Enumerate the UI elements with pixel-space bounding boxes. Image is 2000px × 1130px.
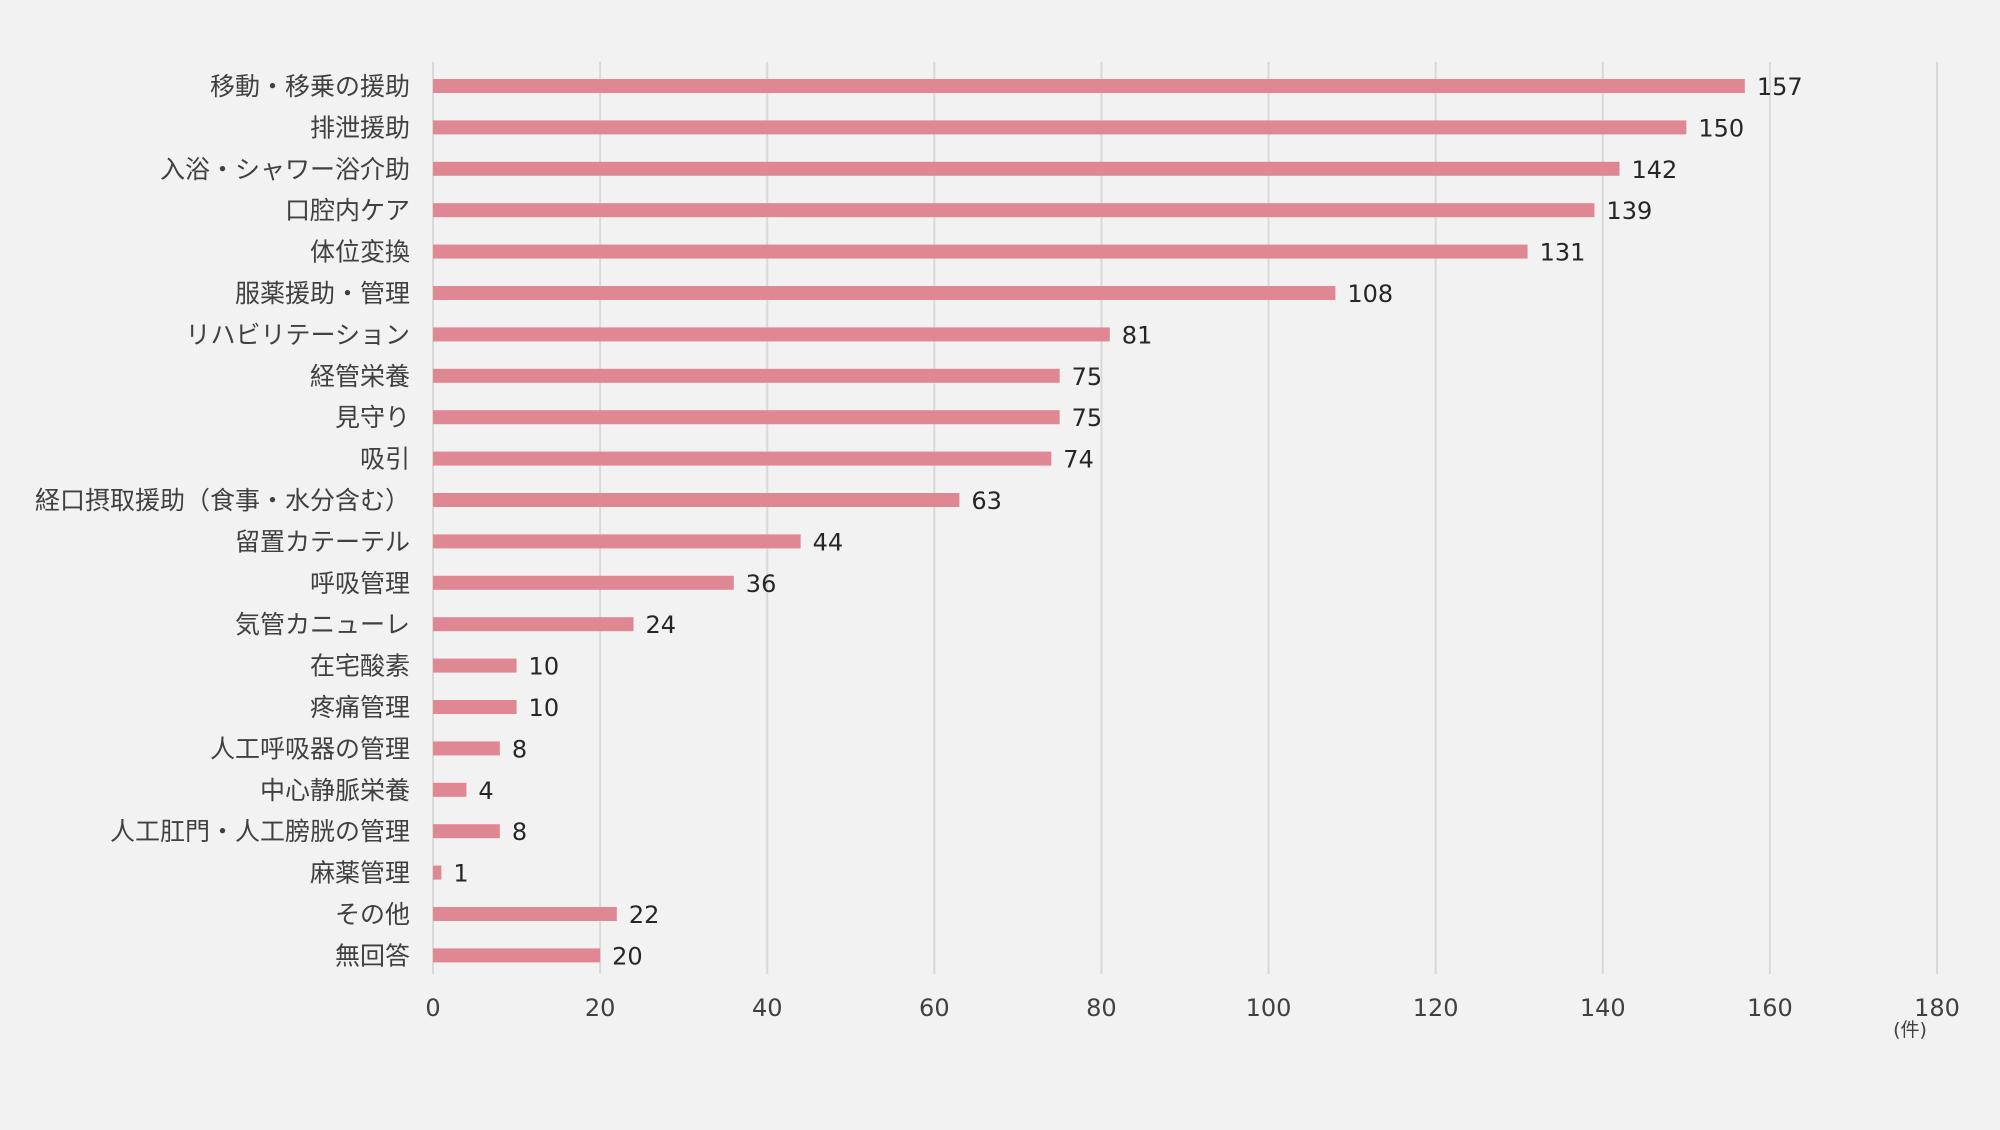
x-tick-label: 80: [1086, 994, 1117, 1022]
value-label: 75: [1072, 363, 1103, 391]
bar: [433, 286, 1336, 300]
category-label: 服薬援助・管理: [235, 279, 410, 308]
category-label: 吸引: [360, 445, 410, 474]
category-label: 疼痛管理: [310, 693, 410, 722]
value-label: 157: [1757, 73, 1803, 101]
value-label: 36: [746, 570, 777, 598]
bar: [433, 368, 1060, 383]
bar: [433, 203, 1595, 218]
value-label: 74: [1063, 446, 1094, 474]
bar: [433, 700, 517, 714]
bar: [433, 534, 801, 549]
category-label: 経管栄養: [310, 362, 410, 391]
value-label: 10: [529, 653, 560, 681]
x-tick-label: 40: [752, 994, 783, 1022]
bar: [433, 244, 1528, 259]
value-label: 8: [512, 735, 527, 763]
bar: [433, 120, 1687, 135]
bar: [433, 782, 467, 797]
value-label: 108: [1347, 280, 1393, 308]
value-label: 63: [971, 487, 1002, 515]
bar: [433, 410, 1060, 425]
x-tick-label: 140: [1580, 994, 1626, 1022]
category-label: 呼吸管理: [310, 569, 410, 598]
category-label: 気管カニューレ: [235, 610, 410, 639]
category-label: その他: [335, 900, 410, 929]
category-label: 無回答: [335, 941, 410, 970]
bar: [433, 79, 1745, 93]
value-label: 20: [612, 942, 643, 970]
category-label: 留置カテーテル: [235, 527, 410, 556]
bar-layer: [433, 79, 1745, 963]
category-label: リハビリテーション: [185, 320, 410, 349]
bar: [433, 575, 734, 590]
value-label: 139: [1606, 197, 1652, 225]
value-label: 24: [646, 611, 677, 639]
value-label: 22: [629, 901, 660, 929]
x-tick-label: 0: [425, 994, 440, 1022]
category-label: 麻薬管理: [310, 859, 410, 888]
category-label: 口腔内ケア: [285, 196, 410, 225]
x-tick-label: 60: [919, 994, 950, 1022]
category-label: 在宅酸素: [310, 652, 410, 681]
bar: [433, 617, 634, 632]
category-label: 中心静脈栄養: [260, 776, 410, 805]
category-label: 人工呼吸器の管理: [210, 734, 410, 763]
value-label: 75: [1072, 404, 1103, 432]
x-tick-label: 100: [1246, 994, 1292, 1022]
x-tick-label: 180: [1914, 994, 1960, 1022]
bar: [433, 907, 617, 921]
category-label: 見守り: [335, 403, 410, 432]
category-label: 体位変換: [310, 238, 410, 267]
bar: [433, 658, 517, 673]
bar: [433, 327, 1110, 342]
category-label: 経口摂取援助（食事・水分含む）: [35, 486, 410, 515]
bar: [433, 948, 601, 963]
value-label: 131: [1540, 239, 1586, 267]
x-axis-unit-label: (件): [1893, 1019, 1927, 1041]
grid-layer: [432, 62, 1938, 974]
category-label: 入浴・シャワー浴介助: [160, 155, 410, 184]
bar: [433, 741, 500, 756]
bar: [433, 161, 1620, 176]
bar: [433, 451, 1052, 466]
bar: [433, 493, 960, 507]
value-label: 142: [1631, 156, 1677, 184]
value-label: 81: [1122, 321, 1153, 349]
bar: [433, 865, 442, 880]
value-label: 8: [512, 818, 527, 846]
x-tick-label: 20: [585, 994, 616, 1022]
bar: [433, 824, 500, 839]
value-label: 44: [813, 528, 844, 556]
category-label: 人工肛門・人工膀胱の管理: [110, 817, 410, 846]
x-tick-label: 120: [1413, 994, 1459, 1022]
value-label: 150: [1698, 114, 1744, 142]
category-label: 移動・移乗の援助: [210, 72, 410, 101]
value-label: 4: [478, 777, 493, 805]
value-label: 10: [529, 694, 560, 722]
value-label: 1: [453, 860, 468, 888]
x-tick-label: 160: [1747, 994, 1793, 1022]
category-label: 排泄援助: [310, 113, 410, 142]
